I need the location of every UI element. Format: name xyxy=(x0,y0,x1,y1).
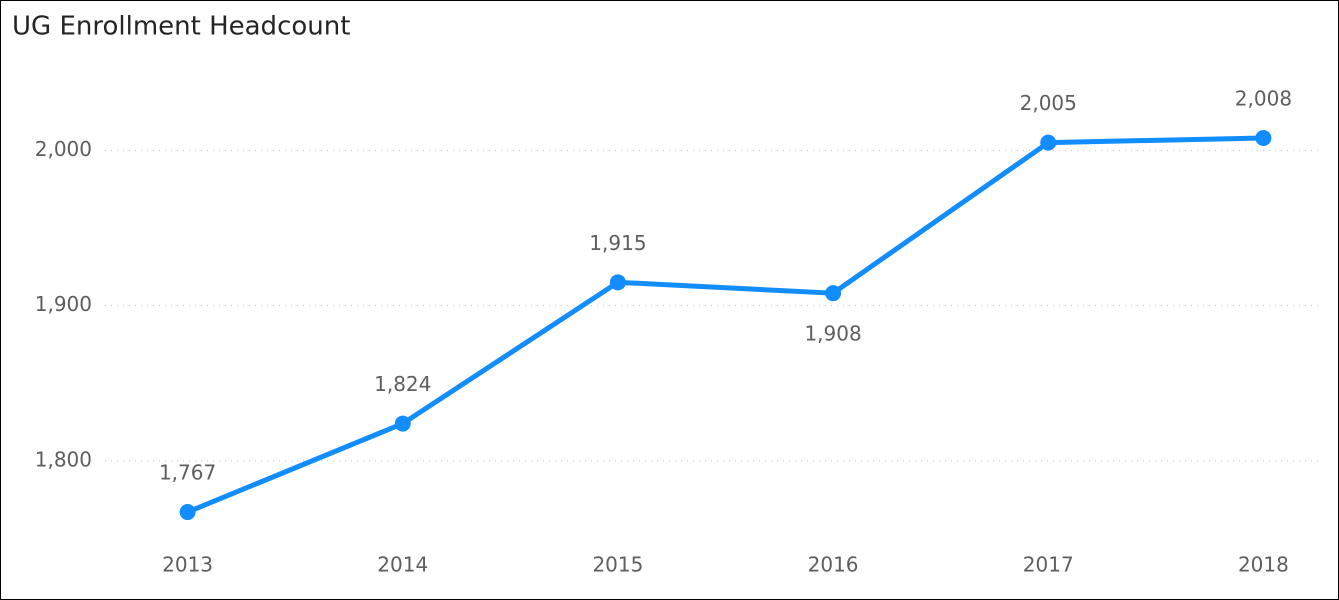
x-tick-label: 2017 xyxy=(1023,553,1074,577)
data-label: 1,824 xyxy=(374,372,431,396)
x-tick-label: 2015 xyxy=(592,553,643,577)
marker xyxy=(1255,129,1272,146)
line xyxy=(185,135,1266,515)
marker xyxy=(825,285,842,302)
data-label: 1,908 xyxy=(804,322,861,346)
y-tick-label: 1,900 xyxy=(35,292,92,316)
marker xyxy=(609,274,626,291)
data-label: 1,915 xyxy=(589,231,646,255)
x-tick-label: 2013 xyxy=(162,553,213,577)
marker xyxy=(179,504,196,521)
chart-title: UG Enrollment Headcount xyxy=(12,12,350,42)
marker xyxy=(1040,134,1057,151)
x-tick-label: 2018 xyxy=(1238,553,1289,577)
y-tick-label: 2,000 xyxy=(35,137,92,161)
y-tick-label: 1,800 xyxy=(35,447,92,471)
data-label: 2,008 xyxy=(1235,86,1292,110)
data-label: 2,005 xyxy=(1020,91,1077,115)
marker xyxy=(394,415,411,432)
data-label: 1,767 xyxy=(159,461,216,485)
x-tick-label: 2016 xyxy=(808,553,859,577)
x-tick-label: 2014 xyxy=(377,553,428,577)
